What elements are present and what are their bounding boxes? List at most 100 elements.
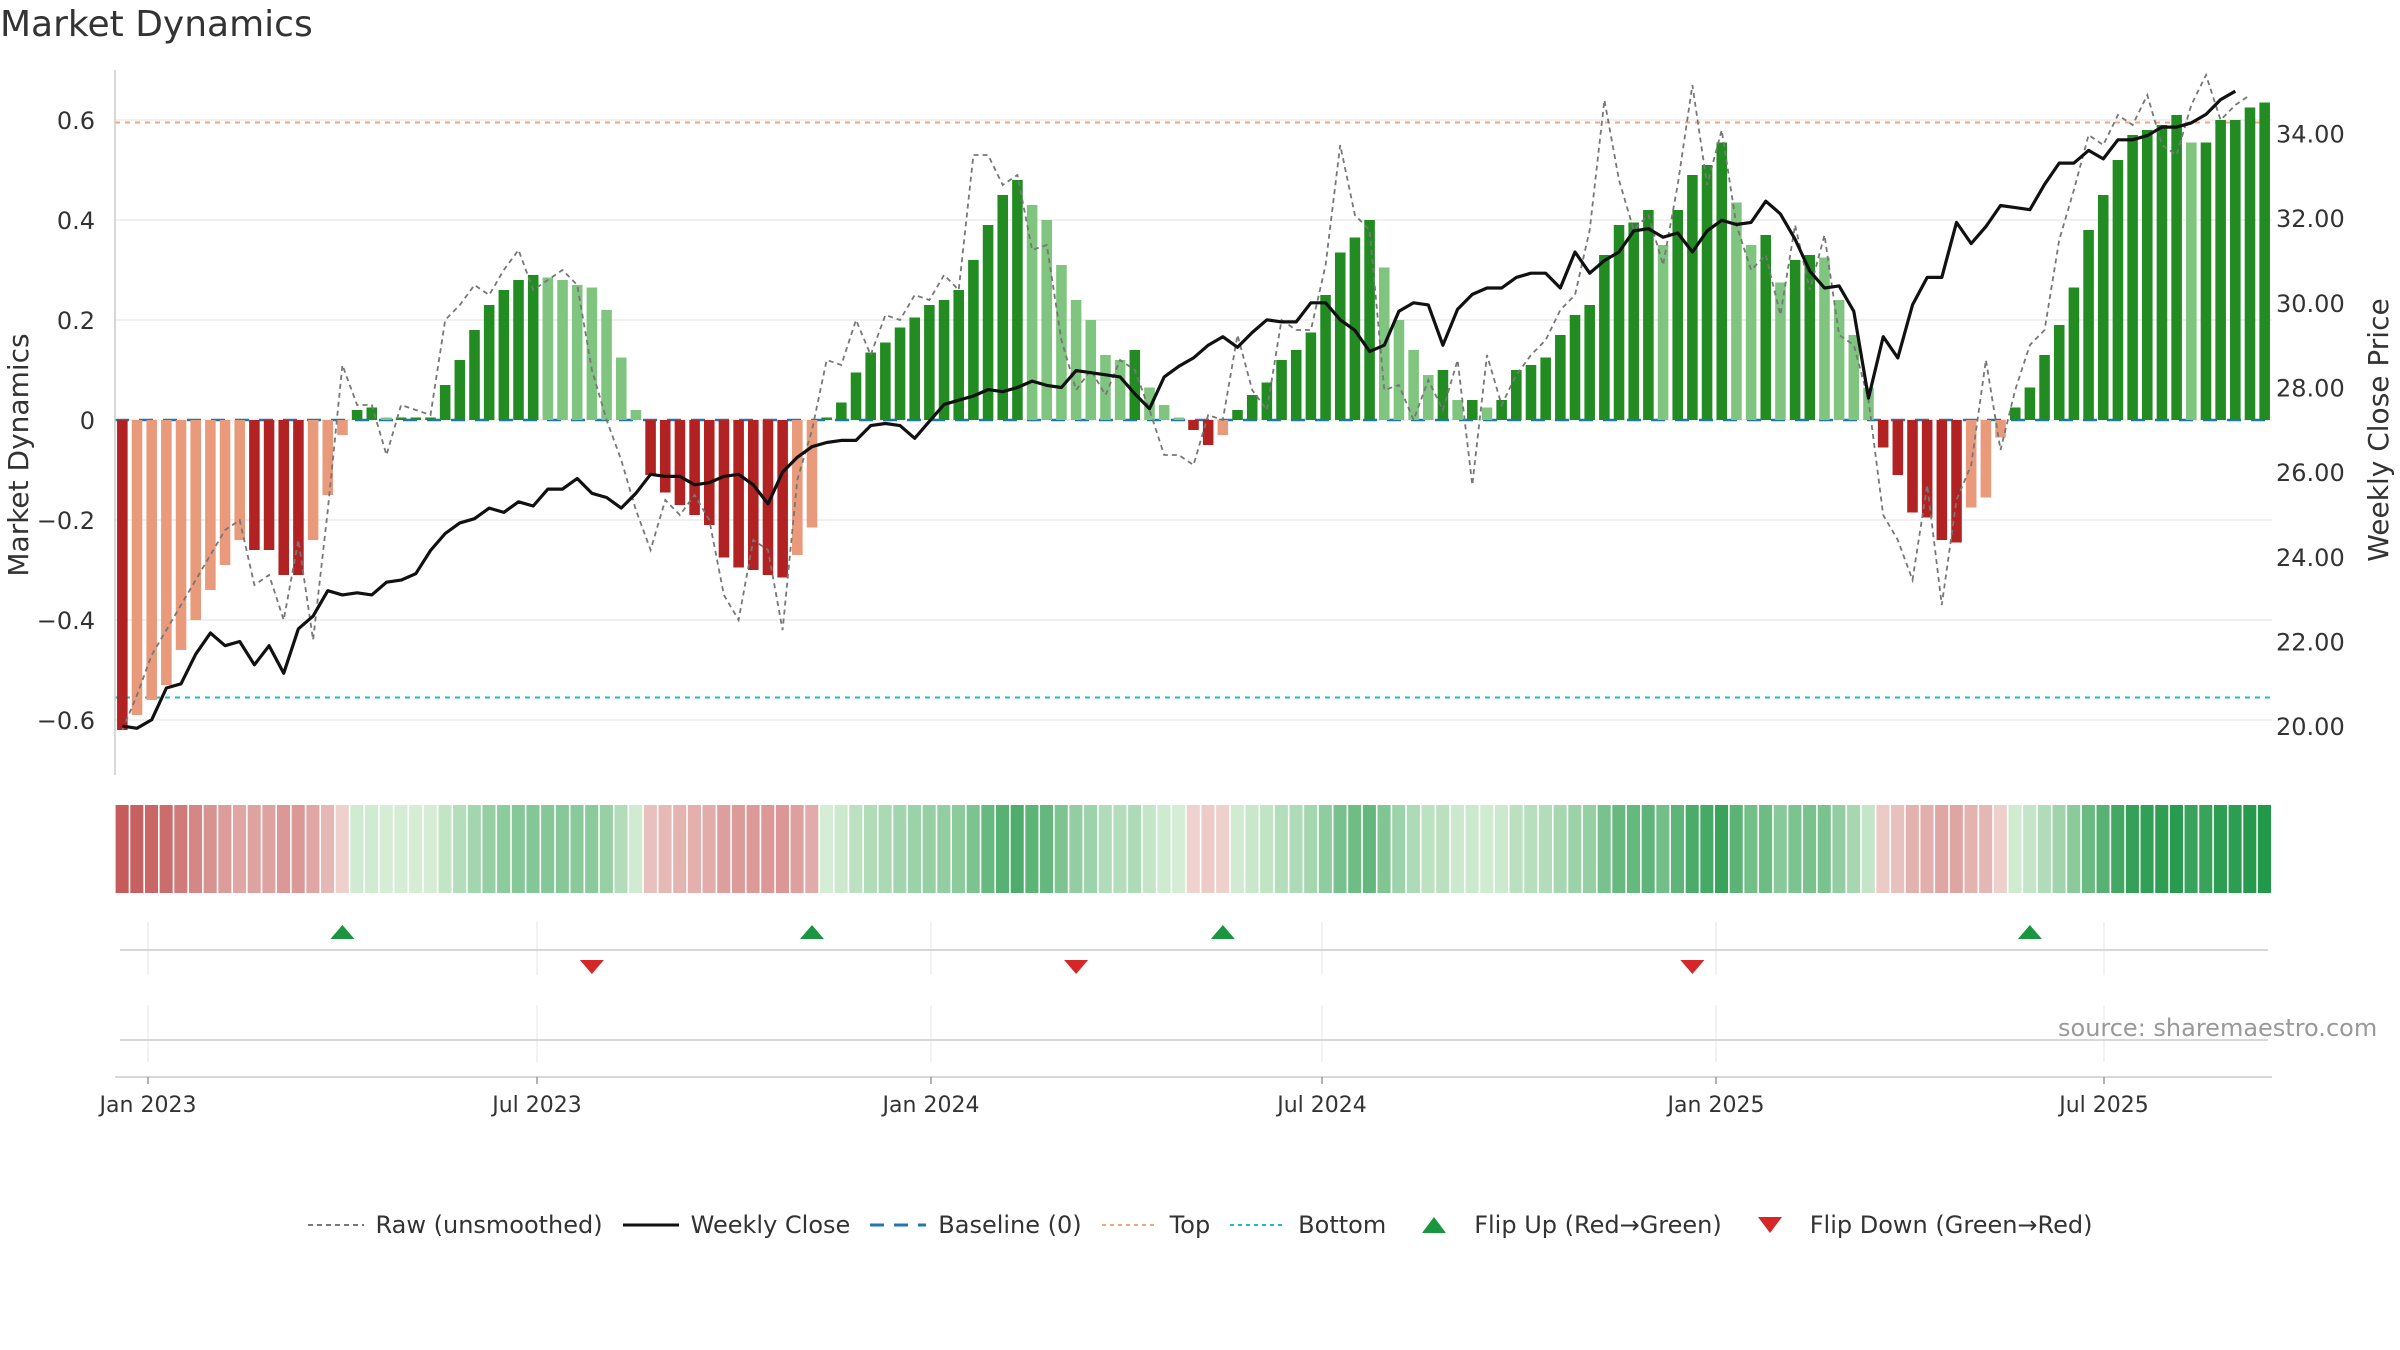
heat-cell [555,805,569,893]
bar [571,285,583,420]
heat-strip [115,805,2271,893]
heat-cell [526,805,540,893]
heat-cell [1935,805,1949,893]
heat-cell [144,805,159,893]
bar [968,260,979,420]
heat-cell [394,805,408,893]
heat-cell [1729,805,1743,893]
bar [1129,350,1141,420]
bar [513,280,524,420]
legend-item: Baseline (0) [870,1211,1082,1239]
heat-cell [1568,805,1582,893]
green-up-triangle-icon [1406,1215,1462,1235]
bar [1246,395,1258,420]
heat-cell [115,805,129,893]
bar [1877,420,1889,448]
bar [205,420,216,590]
dotted-cyan-line-icon [1230,1215,1287,1235]
y2-tick-label: 20.00 [2276,713,2345,741]
bar [1334,252,1346,420]
bar [1775,282,1786,420]
bar [1848,335,1860,420]
flip-up-marker [799,925,824,939]
heat-cell [834,805,848,893]
bar [2112,160,2124,420]
red-down-triangle-icon [1742,1215,1798,1235]
bar [997,195,1009,420]
dashed-blue-line-icon [870,1215,927,1235]
bar [1863,387,1874,420]
bar [1100,355,1111,420]
bar [498,290,510,420]
heat-cell [878,805,892,893]
heat-cell [966,805,980,893]
heat-cell [1157,805,1171,893]
heat-cell [2169,805,2183,893]
bar [425,417,436,420]
y-tick-label: −0.4 [37,607,95,635]
flip-down-marker [1064,960,1089,974]
bar [894,327,906,420]
bar [2186,142,2197,420]
dotted-orange-line-icon [1101,1215,1158,1235]
y2-tick-label: 24.00 [2276,544,2345,572]
heat-cell [731,805,745,893]
heat-cell [1318,805,1332,893]
heat-cell [1406,805,1420,893]
heat-cell [2052,805,2066,893]
heat-cell [746,805,760,893]
bar [1643,210,1654,420]
heat-cell [2125,805,2139,893]
bar [1569,315,1581,420]
bar [2259,102,2270,420]
legend: Raw (unsmoothed) Weekly Close Baseline (0)… [0,1205,2400,1245]
heat-cell [482,805,496,893]
bar [1540,357,1551,420]
bar [674,420,686,505]
bar [131,420,143,715]
heat-cell [541,805,555,893]
flip-markers-panel [120,925,2268,974]
bar [1144,387,1155,420]
y-tick-label: 0.4 [57,207,95,235]
bar [322,420,334,495]
heat-cell [511,805,525,893]
bar [263,420,275,550]
bar [2200,142,2212,420]
bar [1305,332,1317,420]
heat-cell [1450,805,1464,893]
reference-lines [115,121,2272,699]
heat-cell [2199,805,2213,893]
x-tick-label: Jul 2025 [2057,1093,2149,1118]
bar [1217,420,1229,435]
heat-cell [1172,805,1186,893]
heat-cell [1054,805,1068,893]
bar [1951,420,1962,543]
dashed-gray-line-icon [307,1215,364,1235]
bar [2244,107,2256,420]
bar [2141,130,2153,420]
bar [1731,202,1742,420]
heat-cell [232,805,247,893]
legend-label: Raw (unsmoothed) [375,1211,603,1239]
x-axis: Jan 2023 Jul 2023 Jan 2024 Jul 2024 Jan 2025… [98,1076,2272,1118]
heat-cell [643,805,657,893]
grid-layer [115,119,2272,1062]
bar [1290,350,1302,420]
y2-tick-label: 28.00 [2276,374,2345,402]
heat-cell [159,805,173,893]
heat-cell [1524,805,1538,893]
x-tick-label: Jan 2024 [881,1093,980,1118]
y-tick-label: −0.2 [37,507,95,535]
heat-cell [2184,805,2198,893]
bar [982,225,994,420]
bar [601,310,612,420]
heat-cell [2023,805,2037,893]
y-tick-label: 0.2 [57,307,95,335]
bar [307,420,319,540]
heat-cell [1201,805,1215,893]
heat-cell [996,805,1010,893]
heat-cell [379,805,393,893]
close-line-layer [122,89,2237,730]
heat-cell [1128,805,1142,893]
